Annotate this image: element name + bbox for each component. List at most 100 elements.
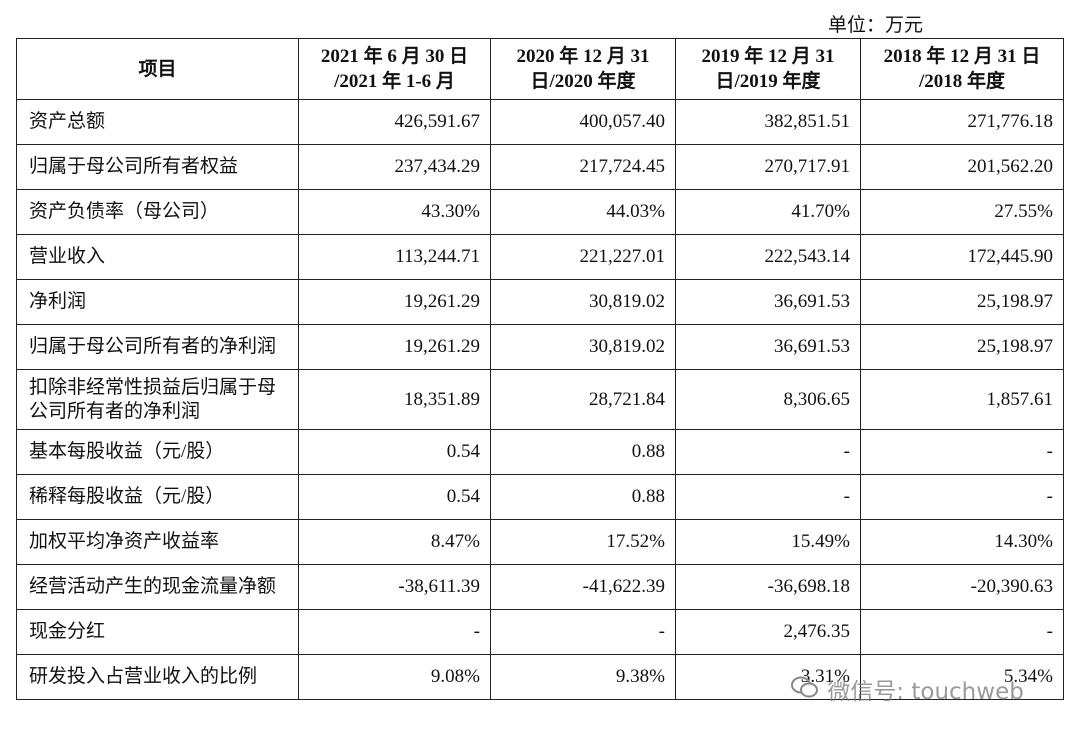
value-cell: -: [860, 429, 1064, 475]
value-cell: 14.30%: [860, 519, 1064, 565]
column-header: 2020 年 12 月 31 日/2020 年度: [490, 38, 676, 100]
value-cell: -: [675, 429, 861, 475]
table-row: 基本每股收益（元/股） 0.54 0.88- -: [16, 429, 1064, 475]
watermark: 微信号: touchweb: [790, 672, 1024, 706]
value-cell: 0.88: [490, 429, 676, 475]
value-cell: -38,611.39: [298, 564, 491, 610]
column-header: 2018 年 12 月 31 日/2018 年度: [860, 38, 1064, 100]
table: 项目 2021 年 6 月 30 日/2021 年 1-6 月 2020 年 12 …: [16, 38, 1064, 700]
unit-label: 单位：万元: [828, 15, 924, 36]
value-cell: 8,306.65: [675, 369, 861, 430]
row-label: 基本每股收益（元/股）: [16, 429, 299, 475]
value-cell: 25,198.97: [860, 324, 1064, 370]
value-cell: 30,819.02: [490, 324, 676, 370]
value-cell: 43.30%: [298, 189, 491, 235]
value-cell: 36,691.53: [675, 279, 861, 325]
value-cell: 3.31%: [675, 654, 861, 700]
table-row: 现金分红 - -2,476.35-: [16, 609, 1064, 655]
value-cell: 271,776.18: [860, 99, 1064, 145]
table-row: 归属于母公司所有者权益 237,434.29 217,724.45 270,717.9…: [16, 144, 1064, 190]
header-row: 项目 2021 年 6 月 30 日/2021 年 1-6 月 2020 年 12 …: [16, 38, 1064, 100]
header-line: /2018 年度: [918, 71, 1006, 92]
value-cell: 0.54: [298, 429, 491, 475]
table-row: 扣除非经常性损益后归属于母公司所有者的净利润 18,351.89 28,721.84…: [16, 369, 1064, 430]
value-cell: 8.47%: [298, 519, 491, 565]
table-row: 加权平均净资产收益率 8.47% 17.52% 15.49% 14.30%: [16, 519, 1064, 565]
value-cell: 222,543.14: [675, 234, 861, 280]
value-cell: 19,261.29: [298, 279, 491, 325]
value-cell: 0.88: [490, 474, 676, 520]
value-cell: 44.03%: [490, 189, 676, 235]
row-label: 研发投入占营业收入的比例: [16, 654, 299, 700]
header-line: 日/2019 年度: [715, 71, 821, 92]
value-cell: 25,198.97: [860, 279, 1064, 325]
value-cell: 426,591.67: [298, 99, 491, 145]
row-label: 现金分红: [16, 609, 299, 655]
wechat-icon: [791, 676, 818, 698]
row-label: 稀释每股收益（元/股）: [16, 474, 299, 520]
value-cell: 270,717.91: [675, 144, 861, 190]
value-cell: 9.08%: [298, 654, 491, 700]
row-label: 净利润: [16, 279, 299, 325]
value-cell: 27.55%: [860, 189, 1064, 235]
value-cell: 30,819.02: [490, 279, 676, 325]
value-cell: 113,244.71: [298, 234, 491, 280]
value-cell: -: [675, 474, 861, 520]
table-row: 研发投入占营业收入的比例 9.08% 9.38% 3.31% 5.34%: [16, 654, 1064, 700]
value-cell: 41.70%: [675, 189, 861, 235]
value-cell: -: [490, 609, 676, 655]
row-label: 归属于母公司所有者权益: [16, 144, 299, 190]
value-cell: 221,227.01: [490, 234, 676, 280]
row-label: 经营活动产生的现金流量净额: [16, 564, 299, 610]
table-row: 资产负债率（母公司） 43.30% 44.03% 41.70% 27.55%: [16, 189, 1064, 235]
table-row: 资产总额 426,591.67 400,057.40 382,851.51 271,77…: [16, 99, 1064, 145]
value-cell: 400,057.40: [490, 99, 676, 145]
value-cell: 382,851.51: [675, 99, 861, 145]
value-cell: 1,857.61: [860, 369, 1064, 430]
value-cell: -36,698.18: [675, 564, 861, 610]
row-label: 加权平均净资产收益率: [16, 519, 299, 565]
row-label: 营业收入: [16, 234, 299, 280]
table-body: 资产总额 426,591.67 400,057.40 382,851.51 271,77…: [16, 99, 1064, 700]
value-cell: 172,445.90: [860, 234, 1064, 280]
watermark-text: 微信号: touchweb: [827, 679, 1024, 705]
value-cell: 0.54: [298, 474, 491, 520]
table-row: 营业收入 113,244.71 221,227.01 222,543.14 172,44…: [16, 234, 1064, 280]
table-row: 归属于母公司所有者的净利润 19,261.29 30,819.02 36,691.53…: [16, 324, 1064, 370]
header-line: 2019 年 12 月 31: [701, 46, 835, 67]
header-line: 2018 年 12 月 31 日: [883, 46, 1041, 67]
value-cell: -20,390.63: [860, 564, 1064, 610]
row-label: 资产总额: [16, 99, 299, 145]
value-cell: 17.52%: [490, 519, 676, 565]
value-cell: 15.49%: [675, 519, 861, 565]
table-row: 净利润 19,261.29 30,819.02 36,691.53 25,198.97: [16, 279, 1064, 325]
row-label: 扣除非经常性损益后归属于母公司所有者的净利润: [16, 369, 299, 430]
column-header: 2019 年 12 月 31 日/2019 年度: [675, 38, 861, 100]
value-cell: -41,622.39: [490, 564, 676, 610]
row-label: 归属于母公司所有者的净利润: [16, 324, 299, 370]
header-line: 2020 年 12 月 31: [516, 46, 650, 67]
column-header: 2021 年 6 月 30 日/2021 年 1-6 月: [298, 38, 491, 100]
value-cell: 5.34%: [860, 654, 1064, 700]
table-row: 经营活动产生的现金流量净额 -38,611.39 -41,622.39 -36,698…: [16, 564, 1064, 610]
table-row: 稀释每股收益（元/股） 0.54 0.88- -: [16, 474, 1064, 520]
row-label: 资产负债率（母公司）: [16, 189, 299, 235]
header-line: /2021 年 1-6 月: [334, 71, 455, 92]
value-cell: 201,562.20: [860, 144, 1064, 190]
header-line: 项目: [138, 58, 177, 80]
column-header: 项目: [16, 38, 299, 100]
header-line: 日/2020 年度: [530, 71, 636, 92]
value-cell: 217,724.45: [490, 144, 676, 190]
value-cell: 2,476.35: [675, 609, 861, 655]
value-cell: 28,721.84: [490, 369, 676, 430]
value-cell: 237,434.29: [298, 144, 491, 190]
value-cell: 19,261.29: [298, 324, 491, 370]
value-cell: 18,351.89: [298, 369, 491, 430]
value-cell: 9.38%: [490, 654, 676, 700]
value-cell: -: [298, 609, 491, 655]
value-cell: -: [860, 609, 1064, 655]
value-cell: -: [860, 474, 1064, 520]
value-cell: 36,691.53: [675, 324, 861, 370]
header-line: 2021 年 6 月 30 日: [320, 46, 469, 67]
